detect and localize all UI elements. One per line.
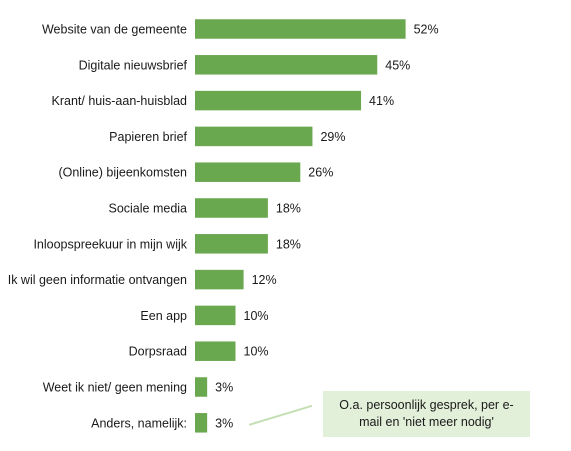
category-label: Krant/ huis-aan-huisblad — [52, 94, 188, 108]
value-label: 10% — [244, 345, 269, 359]
value-label: 10% — [244, 309, 269, 323]
bar — [195, 126, 313, 147]
bar — [195, 413, 208, 433]
callout-leader-line — [248, 404, 313, 426]
category-label: Papieren brief — [109, 130, 187, 144]
value-label: 12% — [252, 273, 277, 287]
value-label: 45% — [385, 58, 410, 72]
bar — [195, 19, 406, 39]
bar — [195, 269, 244, 290]
bar — [195, 90, 362, 111]
value-label: 41% — [369, 94, 394, 108]
value-label: 18% — [276, 202, 301, 216]
bar — [195, 55, 378, 75]
category-label: Digitale nieuwsbrief — [79, 58, 188, 72]
category-label: Dorpsraad — [129, 345, 187, 359]
category-label: Inloopspreekuur in mijn wijk — [33, 237, 187, 251]
category-label: Website van de gemeente — [42, 23, 187, 37]
bar — [195, 162, 301, 182]
category-label: (Online) bijeenkomsten — [58, 166, 187, 180]
bar — [195, 234, 268, 254]
bar — [195, 377, 208, 397]
category-label: Ik wil geen informatie ontvangen — [8, 273, 187, 287]
bar — [195, 198, 268, 218]
value-label: 3% — [215, 381, 233, 395]
category-label: Anders, namelijk: — [91, 416, 187, 430]
callout-box: O.a. persoonlijk gesprek, per e-mail en … — [323, 391, 530, 437]
value-label: 29% — [320, 130, 345, 144]
category-label: Een app — [140, 309, 187, 323]
value-label: 18% — [276, 237, 301, 251]
value-label: 52% — [414, 23, 439, 37]
bar — [195, 341, 236, 361]
value-label: 26% — [308, 166, 333, 180]
value-label: 3% — [215, 416, 233, 430]
callout-text: O.a. persoonlijk gesprek, per e-mail en … — [339, 398, 514, 429]
category-label: Weet ik niet/ geen mening — [43, 381, 187, 395]
category-label: Sociale media — [108, 202, 187, 216]
bar — [195, 305, 236, 326]
